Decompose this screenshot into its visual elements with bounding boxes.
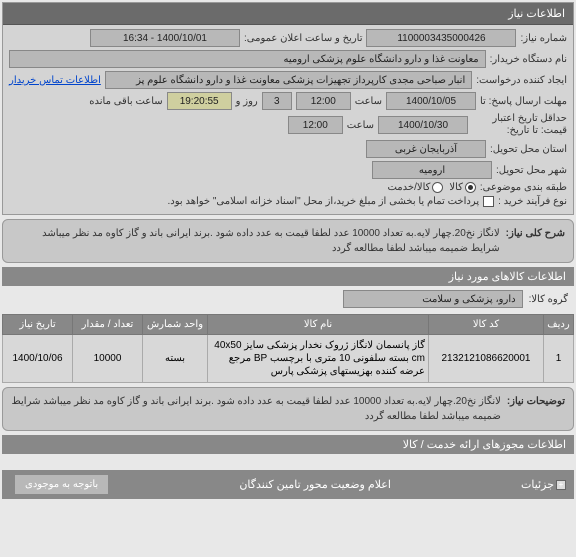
- group-row: گروه کالا: دارو، پزشکی و سلامت: [0, 286, 576, 312]
- validity-label: حداقل تاریخ اعتبار قیمت: تا تاریخ:: [472, 113, 567, 137]
- province-label: استان محل تحویل:: [490, 144, 567, 155]
- cell-date: 1400/10/06: [3, 335, 73, 383]
- announce-label: تاریخ و ساعت اعلان عمومی:: [244, 33, 363, 44]
- days-left-label: روز و: [236, 96, 258, 107]
- time-label-1: ساعت: [355, 96, 382, 107]
- desc-text: لانگاز نخ20.چهار لایه.به تعداد 10000 عدد…: [11, 226, 500, 256]
- days-left-field: 3: [262, 92, 292, 110]
- time-left-field: 19:20:55: [167, 92, 232, 110]
- validity-time-field: 12:00: [288, 116, 343, 134]
- deadline-date-field: 1400/10/05: [386, 92, 476, 110]
- need-info-header: اطلاعات نیاز: [3, 3, 573, 25]
- radio-khadamat[interactable]: [432, 182, 443, 193]
- cell-unit: بسته: [143, 335, 208, 383]
- payment-note: پرداخت تمام یا بخشی از مبلغ خرید،از محل …: [168, 196, 480, 207]
- radio-khadamat-label: کالا/خدمت: [387, 182, 430, 193]
- payment-checkbox[interactable]: [483, 196, 494, 207]
- desc-title-label: شرح کلی نیاز:: [506, 226, 565, 256]
- goods-info-header: اطلاعات کالاهای مورد نیاز: [2, 267, 574, 286]
- cell-code: 2132121086620001: [429, 335, 544, 383]
- purchase-type-label: نوع فرآیند خرید :: [498, 196, 567, 207]
- col-date: تاریخ نیاز: [3, 315, 73, 335]
- contact-link[interactable]: اطلاعات تماس خریدار: [9, 75, 101, 86]
- category-label: طبقه بندی موضوعی:: [480, 182, 567, 193]
- goods-table: ردیف کد کالا نام کالا واحد شمارش تعداد /…: [2, 314, 574, 383]
- deadline-label: مهلت ارسال پاسخ: تا: [480, 96, 567, 107]
- province-field: آذربایجان غربی: [366, 140, 486, 158]
- buyer-field: معاونت غذا و دارو دانشگاه علوم پزشکی ارو…: [9, 50, 486, 68]
- announce-field: 1400/10/01 - 16:34: [90, 29, 240, 47]
- group-field: دارو، پزشکی و سلامت: [343, 290, 523, 308]
- table-header-row: ردیف کد کالا نام کالا واحد شمارش تعداد /…: [3, 315, 574, 335]
- cell-n: 1: [544, 335, 574, 383]
- cell-qty: 10000: [73, 335, 143, 383]
- notes-label: توضیحات نیاز:: [507, 394, 565, 424]
- need-number-field: 1100003435000426: [366, 29, 516, 47]
- radio-kala[interactable]: [465, 182, 476, 193]
- expand-icon: +: [556, 480, 566, 490]
- col-name: نام کالا: [208, 315, 429, 335]
- need-info-body: شماره نیاز: 1100003435000426 تاریخ و ساع…: [3, 25, 573, 214]
- col-qty: تعداد / مقدار: [73, 315, 143, 335]
- footer-bar: + جزئیات اعلام وضعیت محور تامین کنندگان …: [2, 470, 574, 499]
- footer-center-label: اعلام وضعیت محور تامین کنندگان: [239, 478, 391, 491]
- permits-header: اطلاعات مجوزهای ارائه خدمت / کالا: [2, 435, 574, 454]
- cell-name: گاز پانسمان لانگاز ژروک نخدار پزشکی سایز…: [208, 335, 429, 383]
- details-label: جزئیات: [521, 478, 554, 491]
- col-code: کد کالا: [429, 315, 544, 335]
- city-field: ارومیه: [372, 161, 492, 179]
- footer-status-box[interactable]: باتوجه به موجودی: [14, 474, 109, 495]
- time-left-label: ساعت باقی مانده: [89, 96, 162, 107]
- need-number-label: شماره نیاز:: [520, 33, 567, 44]
- notes-text: لانگاز نخ20.چهار لایه.به تعداد 10000 عدد…: [11, 394, 501, 424]
- table-row[interactable]: 1 2132121086620001 گاز پانسمان لانگاز ژر…: [3, 335, 574, 383]
- col-row: ردیف: [544, 315, 574, 335]
- creator-label: ایجاد کننده درخواست:: [476, 75, 567, 86]
- validity-date-field: 1400/10/30: [378, 116, 468, 134]
- details-toggle[interactable]: + جزئیات: [521, 478, 566, 491]
- need-info-panel: اطلاعات نیاز شماره نیاز: 110000343500042…: [2, 2, 574, 215]
- notes-box: توضیحات نیاز: لانگاز نخ20.چهار لایه.به ت…: [2, 387, 574, 431]
- creator-field: انبار صباحی مجدی کارپرداز تجهیزات پزشکی …: [105, 71, 472, 89]
- radio-kala-label: کالا: [449, 182, 463, 193]
- buyer-label: نام دستگاه خریدار:: [490, 54, 567, 65]
- city-label: شهر محل تحویل:: [496, 165, 567, 176]
- time-label-2: ساعت: [347, 120, 374, 131]
- need-description-box: شرح کلی نیاز: لانگاز نخ20.چهار لایه.به ت…: [2, 219, 574, 263]
- category-radios: کالا کالا/خدمت: [387, 182, 475, 193]
- deadline-time-field: 12:00: [296, 92, 351, 110]
- col-unit: واحد شمارش: [143, 315, 208, 335]
- group-label: گروه کالا:: [529, 294, 568, 305]
